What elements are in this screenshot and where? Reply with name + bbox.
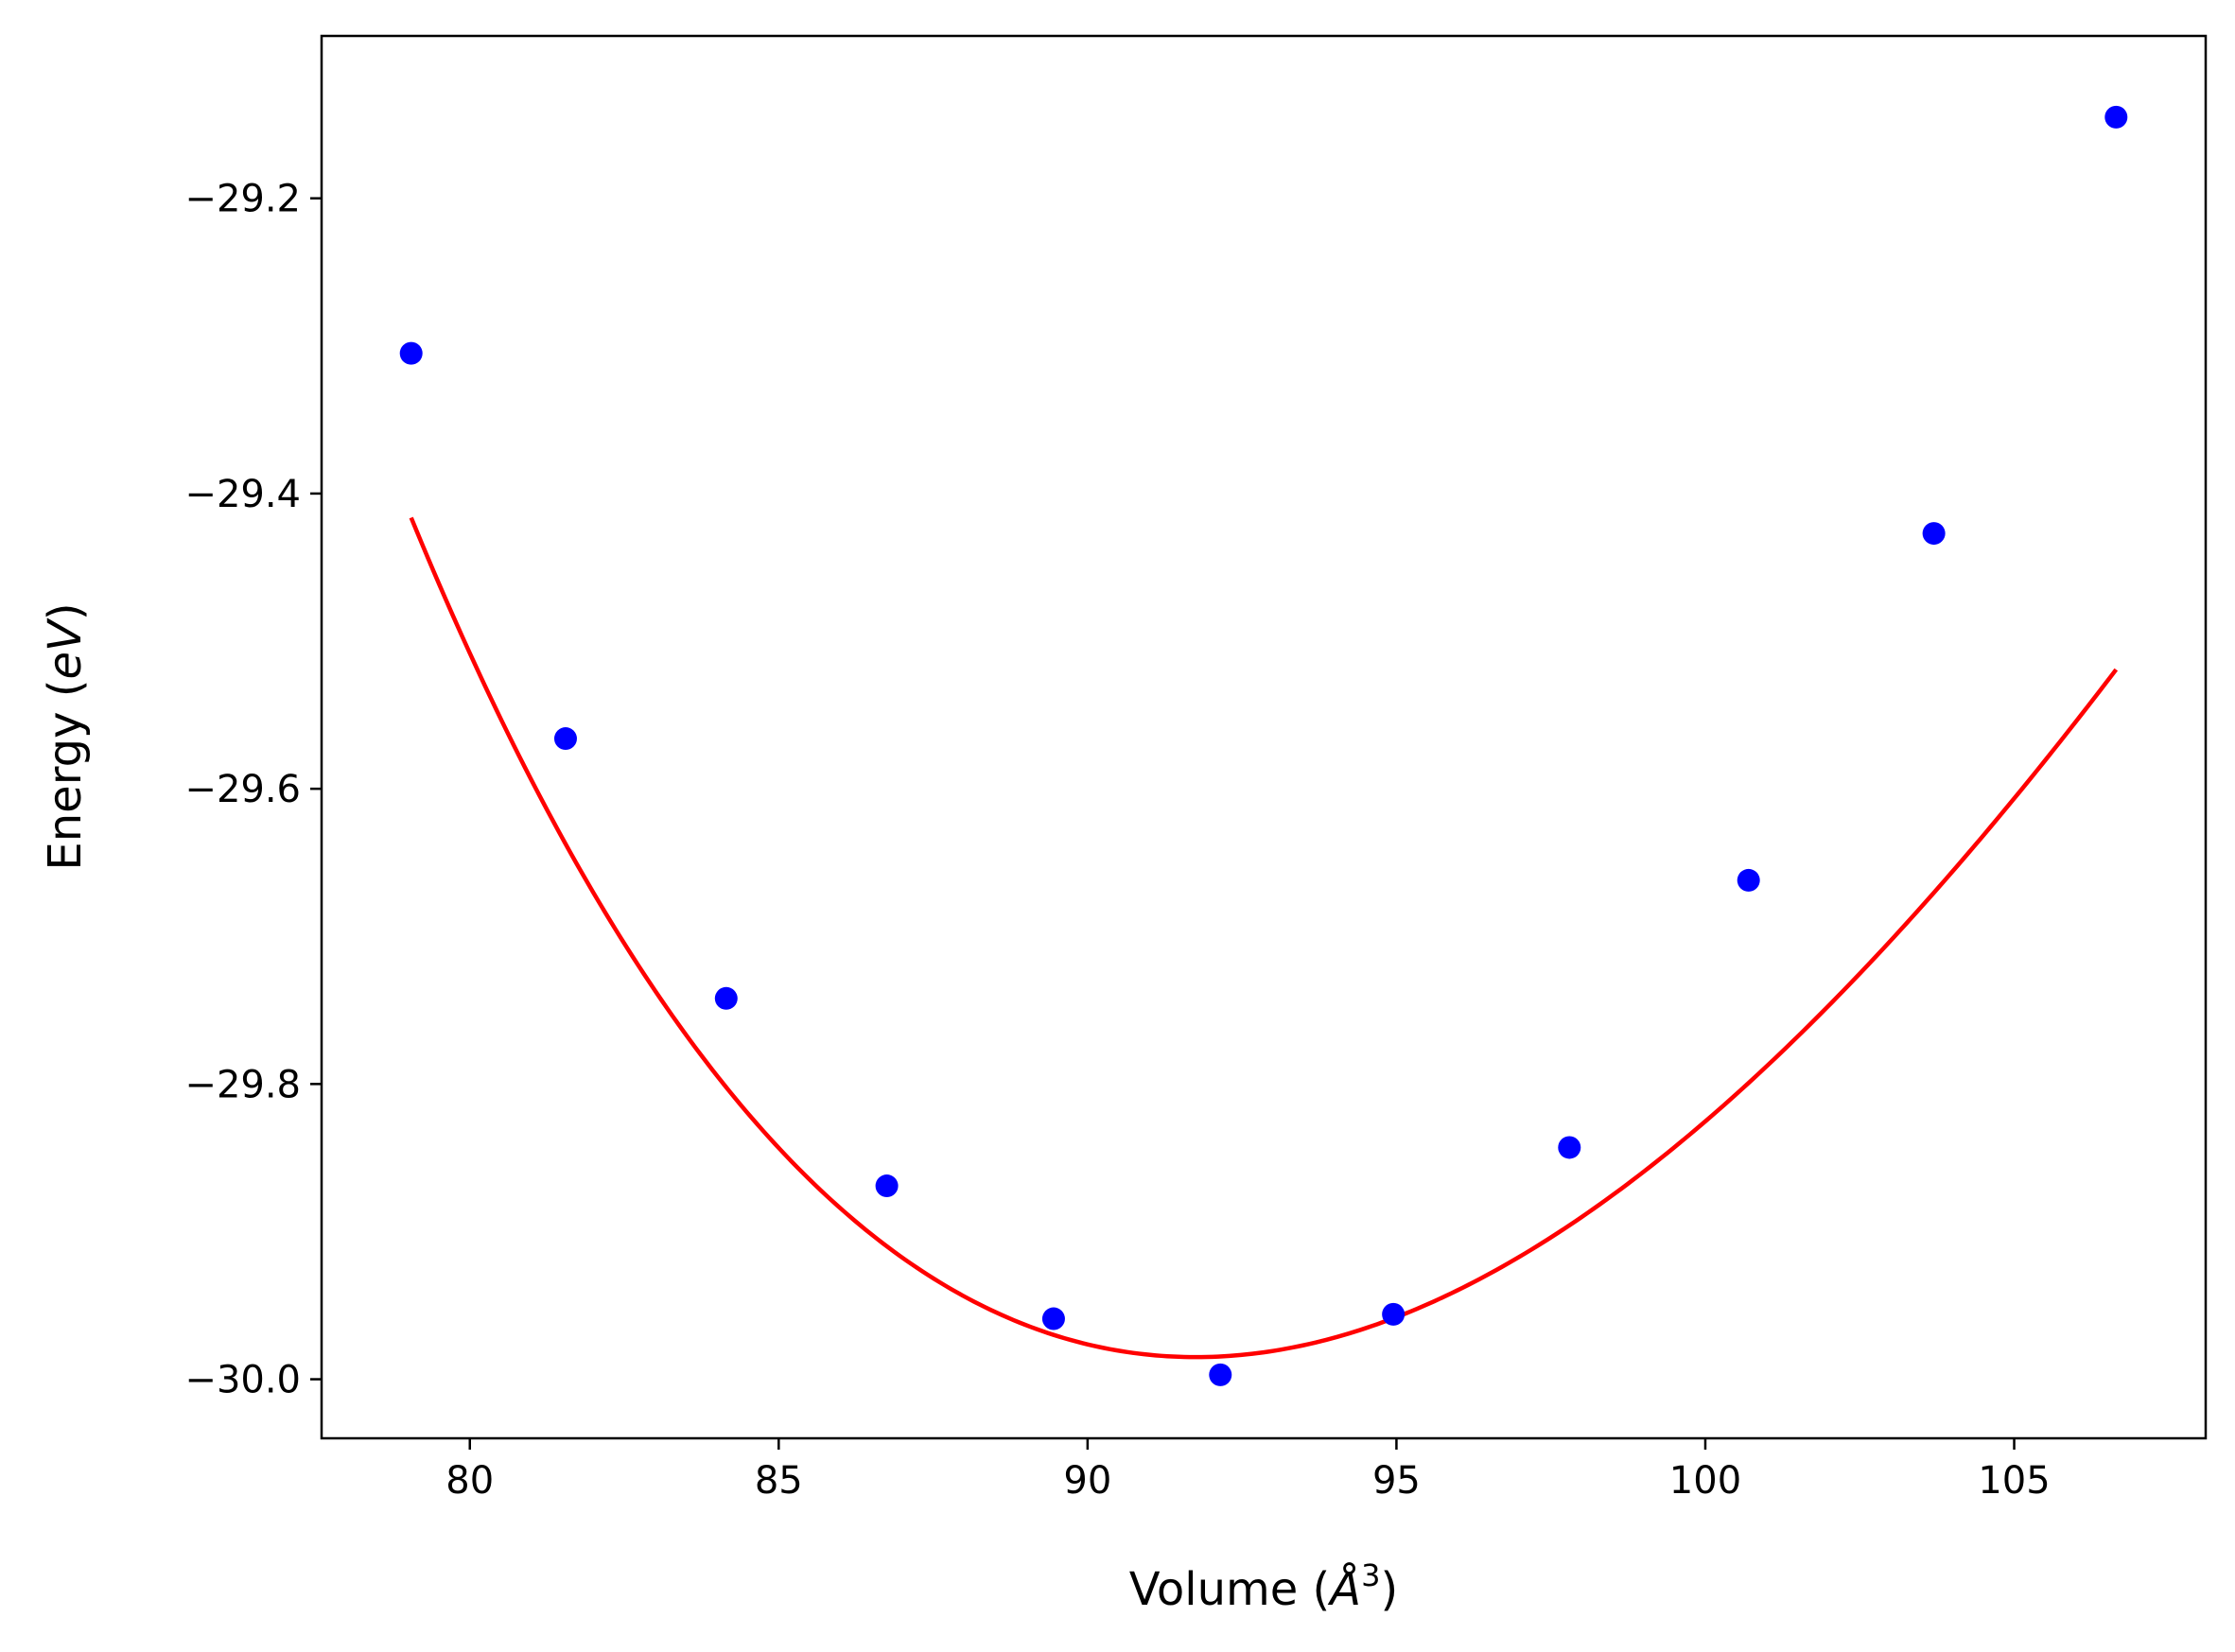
data-point bbox=[2104, 105, 2128, 129]
x-tick-label: 95 bbox=[1372, 1459, 1421, 1503]
data-point bbox=[1382, 1302, 1406, 1326]
data-point bbox=[1558, 1136, 1581, 1159]
x-axis-ticks: 80 85 90 95 100 105 bbox=[445, 1438, 2051, 1503]
x-tick-label: 85 bbox=[755, 1459, 803, 1503]
y-axis-ticks: −30.0 −29.8 −29.6 −29.4 −29.2 bbox=[184, 178, 322, 1402]
x-tick-label: 105 bbox=[1978, 1459, 2050, 1503]
data-point bbox=[875, 1174, 899, 1198]
fit-curve-line bbox=[409, 516, 2119, 1360]
data-points bbox=[399, 105, 2128, 1386]
plot-area bbox=[322, 36, 2206, 1438]
y-tick-label: −30.0 bbox=[184, 1359, 301, 1402]
x-axis-label: Volume (Å3) bbox=[1129, 1557, 1398, 1616]
x-tick-label: 90 bbox=[1063, 1459, 1111, 1503]
y-tick-label: −29.8 bbox=[184, 1063, 301, 1106]
y-tick-label: −29.6 bbox=[184, 768, 301, 811]
data-point bbox=[1209, 1363, 1232, 1386]
data-point bbox=[1737, 868, 1760, 892]
data-point bbox=[714, 986, 738, 1010]
x-tick-label: 80 bbox=[445, 1459, 494, 1503]
y-axis-label: Energy (eV) bbox=[39, 602, 92, 870]
data-point bbox=[399, 341, 423, 365]
x-tick-label: 100 bbox=[1669, 1459, 1741, 1503]
data-point bbox=[1041, 1307, 1065, 1330]
data-point bbox=[553, 727, 577, 751]
y-tick-label: −29.2 bbox=[184, 178, 301, 221]
y-tick-label: −29.4 bbox=[184, 473, 301, 516]
data-point bbox=[1922, 522, 1946, 546]
plot-frame bbox=[320, 34, 2208, 1440]
